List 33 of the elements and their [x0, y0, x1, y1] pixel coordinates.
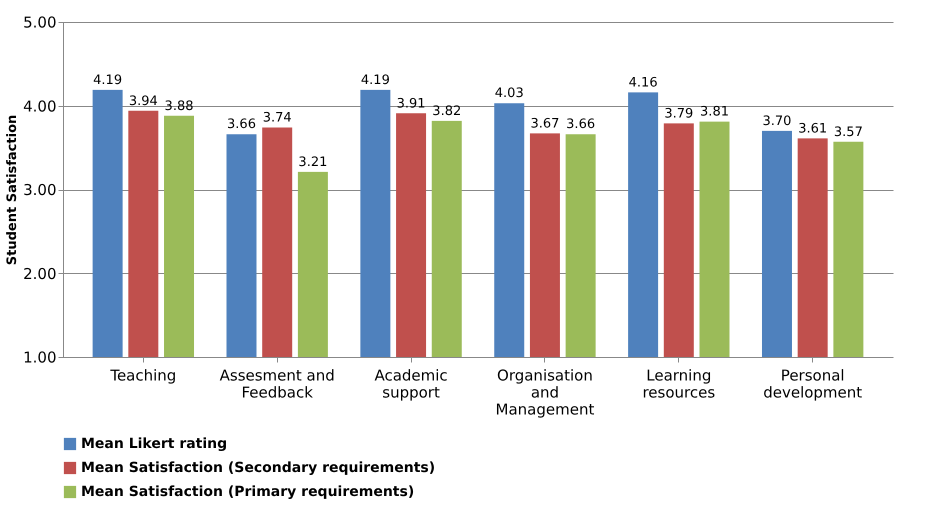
data-label: 3.79	[664, 106, 694, 122]
data-label: 3.81	[700, 104, 729, 120]
data-label: 4.16	[628, 75, 658, 90]
data-label: 3.66	[566, 117, 596, 132]
data-label: 3.91	[396, 96, 426, 112]
data-label: 3.21	[298, 154, 328, 170]
data-label: 3.61	[798, 121, 828, 136]
data-label: 3.74	[262, 110, 292, 126]
y-tick-label: 2.00	[23, 264, 56, 283]
x-tick-label: Organisation and Management	[496, 366, 594, 418]
data-label: 3.66	[227, 117, 256, 132]
y-tick-label: 1.00	[23, 348, 56, 366]
legend-label: Mean Likert rating	[81, 436, 228, 452]
legend-label: Mean Satisfaction (Secondary requirements)	[81, 460, 436, 476]
data-label: 3.82	[432, 104, 462, 119]
legend-label: Mean Satisfaction (Primary requirements)	[81, 484, 414, 500]
x-tick-label: Learning resources	[642, 366, 716, 402]
data-label: 3.88	[164, 98, 194, 114]
data-label: 3.67	[530, 116, 560, 132]
y-tick-label: 3.00	[23, 181, 56, 199]
y-tick-label: 4.00	[23, 97, 56, 116]
data-label: 3.57	[834, 124, 863, 140]
y-tick-label: 5.00	[23, 14, 56, 32]
data-label: 4.03	[494, 86, 524, 102]
x-tick-label: Personal development	[763, 366, 862, 402]
data-label: 3.94	[128, 94, 158, 109]
data-label: 3.70	[762, 114, 792, 129]
x-tick-label: Academic support	[374, 366, 448, 402]
data-label: 4.19	[360, 72, 390, 88]
y-axis-title: Student Satisfaction	[5, 114, 20, 266]
x-tick-label: Teaching	[109, 366, 176, 384]
data-label: 4.19	[93, 72, 122, 88]
x-tick-label: Assesment and Feedback	[220, 366, 335, 402]
